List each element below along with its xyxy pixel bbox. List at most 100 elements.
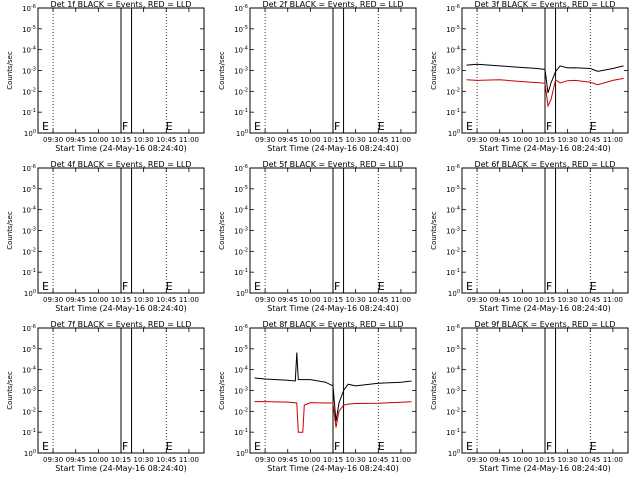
y-tick-label: 10-5: [234, 345, 248, 354]
x-tick-label: 11:00: [391, 136, 411, 144]
marker-letter: E: [42, 440, 49, 453]
x-axis-label: Start Time (24-May-16 08:24:40): [267, 144, 398, 153]
x-tick-label: 09:45: [278, 456, 298, 464]
y-tick-label: 10-5: [446, 25, 460, 34]
x-tick-label: 10:45: [368, 296, 388, 304]
y-tick-label: 10-2: [446, 407, 460, 416]
y-tick-label: 10-4: [22, 206, 36, 215]
marker-letter: F: [334, 280, 340, 293]
panel-title: Det 4f BLACK = Events, RED = LLD: [50, 160, 191, 169]
marker-letter: E: [378, 440, 385, 453]
marker-letter: E: [42, 120, 49, 133]
x-tick-label: 10:45: [580, 296, 600, 304]
y-tick-label: 10-1: [446, 108, 460, 117]
marker-letter: E: [166, 440, 173, 453]
y-tick-label: 100: [236, 449, 248, 458]
x-tick-label: 10:45: [156, 296, 176, 304]
x-tick-label: 09:30: [43, 136, 63, 144]
y-tick-label: 100: [448, 289, 460, 298]
y-tick-label: 10-4: [446, 206, 460, 215]
x-axis-label: Start Time (24-May-16 08:24:40): [267, 464, 398, 473]
x-tick-label: 10:15: [111, 136, 131, 144]
marker-letter: F: [546, 280, 552, 293]
panel-det-6f: Det 6f BLACK = Events, RED = LLD 10-6 10-5…: [430, 160, 629, 313]
y-tick-label: 10-5: [446, 185, 460, 194]
x-tick-label: 11:00: [603, 456, 623, 464]
y-tick-label: 10-2: [234, 247, 248, 256]
y-axis-label: Counts/sec: [430, 211, 438, 250]
y-tick-label: 10-2: [22, 407, 36, 416]
y-tick-label: 10-1: [22, 268, 36, 277]
panel-title: Det 1f BLACK = Events, RED = LLD: [50, 0, 191, 9]
y-tick-label: 10-6: [22, 164, 36, 173]
marker-letter: E: [42, 280, 49, 293]
panel-title: Det 8f BLACK = Events, RED = LLD: [262, 320, 403, 329]
x-tick-label: 10:00: [300, 136, 320, 144]
x-tick-label: 10:00: [512, 456, 532, 464]
y-tick-label: 10-4: [22, 46, 36, 55]
x-tick-label: 09:30: [43, 456, 63, 464]
x-tick-label: 10:30: [346, 136, 366, 144]
y-tick-label: 10-4: [446, 46, 460, 55]
y-tick-label: 10-4: [446, 366, 460, 375]
x-tick-label: 09:30: [255, 136, 275, 144]
y-tick-label: 100: [24, 129, 36, 138]
marker-letter: F: [334, 120, 340, 133]
y-tick-label: 10-3: [22, 227, 36, 236]
panel-det-4f: Det 4f BLACK = Events, RED = LLD 10-6 10-5…: [6, 160, 205, 313]
x-tick-label: 09:30: [255, 296, 275, 304]
panel-det-3f: Det 3f BLACK = Events, RED = LLD 10-6 10-5…: [430, 0, 629, 153]
y-tick-label: 10-2: [234, 87, 248, 96]
marker-letter: E: [254, 440, 261, 453]
panel-det-1f: Det 1f BLACK = Events, RED = LLD 10-6 10-5…: [6, 0, 205, 153]
y-tick-label: 10-3: [234, 227, 248, 236]
x-tick-label: 10:00: [512, 136, 532, 144]
x-axis-label: Start Time (24-May-16 08:24:40): [479, 144, 610, 153]
series-line-lld: [254, 401, 412, 433]
y-axis-label: Counts/sec: [430, 371, 438, 410]
x-tick-label: 11:00: [179, 136, 199, 144]
y-tick-label: 10-1: [234, 268, 248, 277]
y-tick-label: 10-3: [446, 387, 460, 396]
y-axis-label: Counts/sec: [6, 51, 14, 90]
x-tick-label: 10:15: [535, 456, 555, 464]
marker-letter: E: [590, 280, 597, 293]
series-line-lld: [466, 77, 624, 108]
x-tick-label: 09:45: [490, 456, 510, 464]
x-tick-label: 10:15: [535, 296, 555, 304]
x-tick-label: 10:15: [323, 456, 343, 464]
x-tick-label: 10:30: [134, 296, 154, 304]
y-axis-label: Counts/sec: [218, 51, 226, 90]
y-tick-label: 10-4: [22, 366, 36, 375]
y-tick-label: 10-5: [22, 345, 36, 354]
marker-letter: E: [378, 280, 385, 293]
y-tick-label: 10-6: [446, 4, 460, 13]
marker-letter: F: [122, 440, 128, 453]
marker-letter: E: [466, 280, 473, 293]
y-tick-label: 10-3: [446, 67, 460, 76]
x-tick-label: 10:30: [346, 296, 366, 304]
x-tick-label: 10:00: [300, 296, 320, 304]
marker-letter: F: [334, 440, 340, 453]
y-tick-label: 100: [236, 129, 248, 138]
x-tick-label: 09:30: [43, 296, 63, 304]
y-tick-label: 10-5: [22, 25, 36, 34]
marker-letter: E: [590, 120, 597, 133]
y-tick-label: 10-3: [22, 67, 36, 76]
series-line-events: [254, 352, 412, 422]
x-tick-label: 10:30: [558, 296, 578, 304]
y-tick-label: 10-2: [22, 87, 36, 96]
y-axis-label: Counts/sec: [6, 211, 14, 250]
x-tick-label: 10:00: [88, 136, 108, 144]
y-tick-label: 10-3: [446, 227, 460, 236]
y-tick-label: 100: [236, 289, 248, 298]
marker-letter: F: [122, 280, 128, 293]
x-tick-label: 11:00: [603, 296, 623, 304]
marker-letter: E: [466, 120, 473, 133]
x-tick-label: 09:45: [66, 296, 86, 304]
x-tick-label: 10:15: [535, 136, 555, 144]
marker-letter: F: [122, 120, 128, 133]
x-tick-label: 10:00: [88, 456, 108, 464]
x-tick-label: 10:45: [580, 456, 600, 464]
y-tick-label: 10-5: [234, 25, 248, 34]
